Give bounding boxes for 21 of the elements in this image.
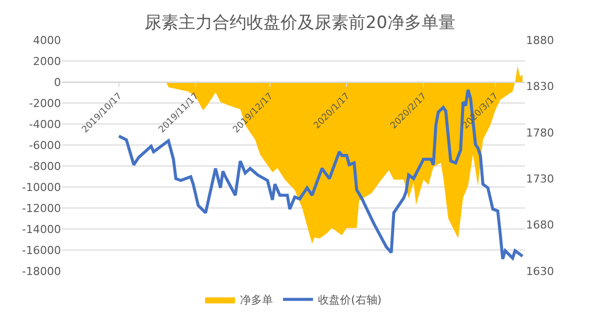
y-tick-label: 4000 <box>33 34 61 47</box>
y-tick-label: -8000 <box>29 160 61 173</box>
y-tick-label: -16000 <box>22 244 61 257</box>
y-tick-label: -10000 <box>22 180 61 194</box>
y-tick-label: -2000 <box>29 96 61 110</box>
y-tick-label: -12000 <box>22 202 61 215</box>
y2-tick-label: 1830 <box>526 80 554 94</box>
y-tick-label: -14000 <box>22 222 61 236</box>
y2-tick-label: 1780 <box>526 126 554 140</box>
y2-tick-label: 1630 <box>526 264 554 278</box>
y-tick-label: -18000 <box>22 264 61 278</box>
legend-label: 净多单 <box>240 294 273 307</box>
legend-label: 收盘价(右轴) <box>318 294 382 307</box>
y-tick-label: 2000 <box>33 54 61 68</box>
y-tick-label: -6000 <box>29 138 61 152</box>
y2-tick-label: 1880 <box>526 34 554 47</box>
y2-tick-label: 1730 <box>526 172 554 186</box>
y-tick-label: -4000 <box>29 118 61 131</box>
chart-title: 尿素主力合约收盘价及尿素前20净多单量 <box>144 13 456 34</box>
y2-tick-label: 1680 <box>526 218 554 232</box>
y-tick-label: 0 <box>54 76 61 89</box>
